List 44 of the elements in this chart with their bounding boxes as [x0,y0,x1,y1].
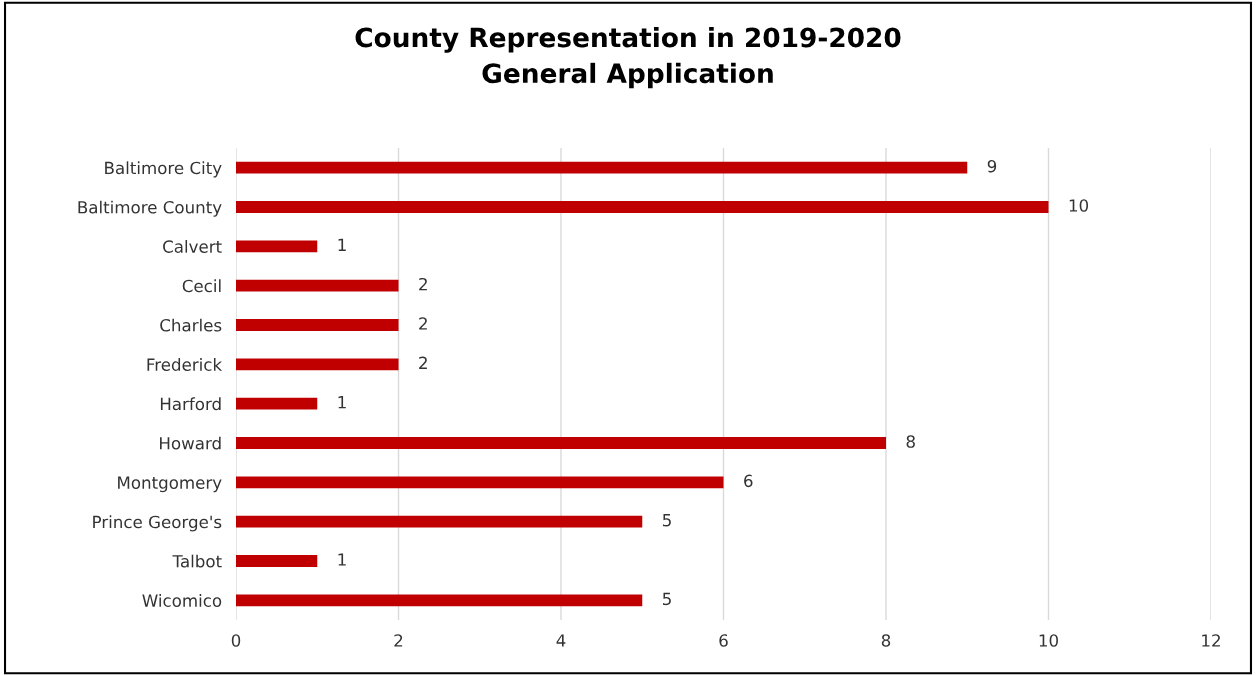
bar [236,240,318,253]
y-tick-label: Montgomery [118,476,222,493]
y-tick-label: Calvert [163,240,222,253]
y-tick-label: Prince George's [93,515,222,532]
bar [236,437,886,449]
bar [236,515,643,528]
chart-title: County Representation in 2019-2020 General Application [355,27,901,89]
y-tick-label: Cecil [182,279,221,293]
y-tick-label: Harford [160,397,221,411]
x-tick-label: 0 [231,634,241,647]
bar [236,397,318,410]
y-tick-label: Howard [160,436,221,450]
y-tick-label: Charles [160,318,222,332]
bar [236,476,724,489]
data-label: 10 [1069,199,1089,212]
bar [236,555,318,567]
data-label: 2 [419,356,427,369]
data-label: 9 [987,159,997,173]
x-tick-label: 4 [556,634,566,647]
data-label: 5 [662,514,671,527]
data-label: 5 [662,592,671,606]
x-tick-label: 12 [1202,634,1220,647]
y-tick-label: Frederick [147,358,223,371]
data-label: 1 [338,396,346,409]
y-tick-label: Baltimore County [78,200,222,217]
bar [236,161,968,174]
data-label: 8 [906,435,915,448]
data-label: 2 [419,277,427,291]
bar [236,594,643,607]
x-tick-label: 6 [719,634,728,647]
x-tick-label: 10 [1039,634,1058,647]
y-tick-label: Talbot [172,554,222,568]
x-tick-label: 2 [394,634,403,647]
data-label: 1 [338,238,346,251]
x-tick-label: 8 [881,634,891,647]
bar [236,358,399,371]
data-label: 2 [419,317,427,330]
bar [236,319,399,331]
data-label: 6 [744,474,753,488]
bar [236,201,1049,213]
y-tick-label: Wicomico [142,594,222,607]
bar [236,279,399,292]
data-label: 1 [338,553,346,566]
y-tick-label: Baltimore City [105,161,222,178]
